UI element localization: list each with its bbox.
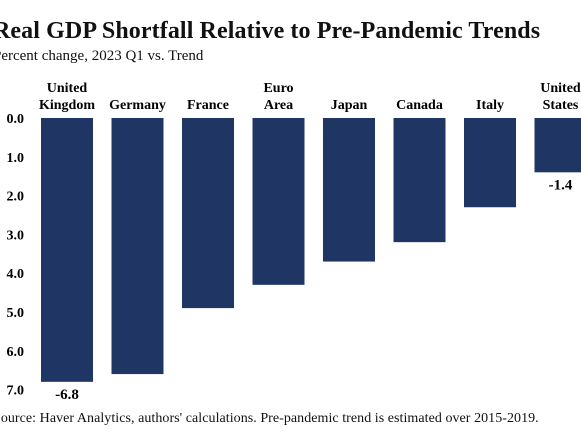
y-tick-label: 1.0 (7, 151, 25, 166)
category-label: Kingdom (39, 98, 95, 113)
category-label: Italy (476, 98, 504, 113)
category-label: States (543, 98, 579, 113)
source-note: Source: Haver Analytics, authors' calcul… (0, 411, 539, 426)
category-labels: United Kingdom Germany France Euro Area Japan C… (39, 81, 581, 113)
y-tick-label: 5.0 (7, 306, 25, 321)
bar (111, 118, 164, 375)
y-tick-label: 0.0 (7, 112, 25, 127)
y-tick-label: 7.0 (7, 384, 25, 399)
category-label: United (47, 81, 88, 96)
data-label: -1.4 (549, 177, 573, 193)
y-tick-label: 4.0 (7, 267, 25, 282)
category-label: Canada (396, 98, 443, 113)
bar (323, 118, 375, 262)
bars (41, 118, 581, 382)
y-tick-label: 2.0 (7, 190, 25, 205)
category-label: Area (264, 98, 293, 113)
bar (393, 118, 446, 243)
y-axis: 0.0 1.0 2.0 3.0 4.0 5.0 6.0 7.0 (7, 112, 25, 399)
data-labels: -6.8 -1.4 (55, 177, 573, 403)
bar (182, 118, 234, 309)
category-label: Japan (331, 98, 368, 113)
bar (534, 118, 581, 173)
y-tick-label: 6.0 (7, 345, 25, 360)
bar (464, 118, 516, 208)
category-label: France (187, 98, 229, 113)
bar (41, 118, 93, 382)
y-tick-label: 3.0 (7, 228, 25, 243)
chart-title: Real GDP Shortfall Relative to Pre-Pande… (0, 18, 541, 44)
category-label: Euro (263, 81, 293, 96)
data-label: -6.8 (55, 387, 79, 403)
chart-subtitle: Percent change, 2023 Q1 vs. Trend (0, 48, 204, 64)
bar (252, 118, 305, 285)
category-label: United (540, 81, 581, 96)
category-label: Germany (109, 98, 166, 113)
